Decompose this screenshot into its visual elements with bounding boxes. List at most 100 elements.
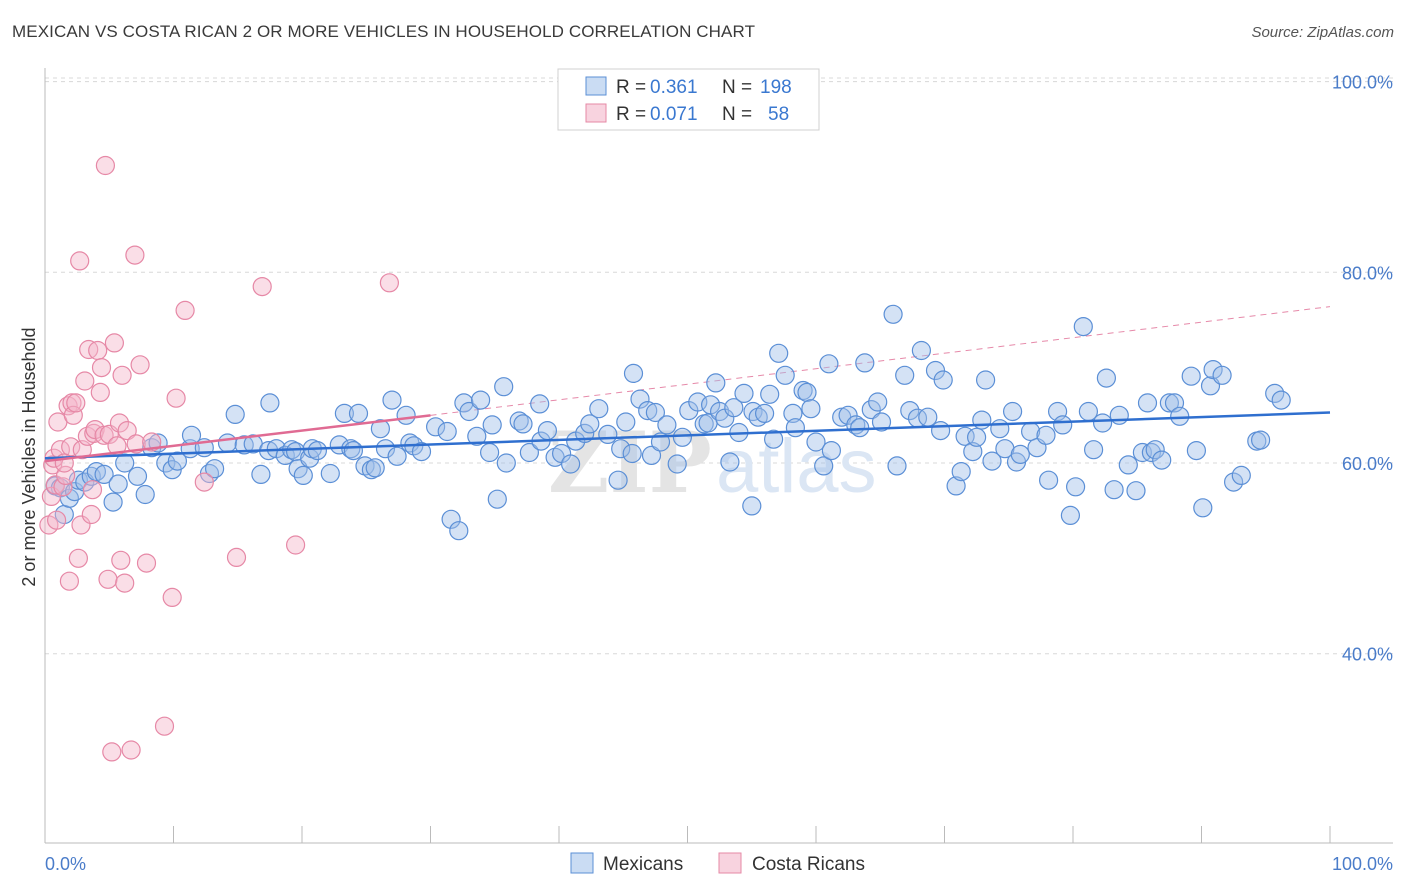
point-costa-ricans xyxy=(109,413,130,433)
point-costa-ricans xyxy=(46,510,67,530)
point-mexicans xyxy=(426,417,446,437)
legend-r-value-costa-ricans: 0.071 xyxy=(650,104,698,125)
point-mexicans xyxy=(329,435,349,455)
point-mexicans xyxy=(783,403,803,423)
legend-n-label-mexicans: N = xyxy=(722,77,752,98)
point-mexicans xyxy=(580,414,600,434)
point-mexicans xyxy=(975,370,996,390)
bottom-legend-label-mexicans: Mexicans xyxy=(603,854,683,875)
point-mexicans xyxy=(724,398,744,418)
point-costa-ricans xyxy=(286,535,306,555)
point-mexicans xyxy=(1271,390,1291,410)
point-costa-ricans xyxy=(70,251,90,271)
point-mexicans xyxy=(900,401,920,421)
point-mexicans xyxy=(918,407,938,427)
point-mexicans xyxy=(1002,401,1023,422)
point-mexicans xyxy=(411,442,432,462)
point-mexicans xyxy=(645,402,666,423)
point-mexicans xyxy=(1212,365,1232,385)
point-mexicans xyxy=(861,400,881,420)
costa-ricans-points xyxy=(39,155,399,762)
point-costa-ricans xyxy=(81,504,101,525)
point-mexicans xyxy=(1137,393,1158,413)
point-mexicans xyxy=(375,439,396,459)
point-mexicans xyxy=(775,365,795,385)
point-mexicans xyxy=(251,464,271,484)
point-mexicans xyxy=(734,383,754,403)
point-mexicans xyxy=(1053,415,1073,435)
point-costa-ricans xyxy=(104,333,125,353)
point-mexicans xyxy=(814,456,834,476)
point-mexicans xyxy=(641,445,662,465)
point-mexicans xyxy=(972,410,992,430)
point-mexicans xyxy=(1065,477,1086,497)
point-mexicans xyxy=(611,439,631,459)
point-mexicans xyxy=(480,442,500,463)
point-mexicans xyxy=(1145,440,1165,460)
point-costa-ricans xyxy=(61,437,81,457)
legend-r-value-mexicans: 0.361 xyxy=(650,77,698,98)
x-tick-label: 0.0% xyxy=(45,854,86,874)
bottom-legend-swatch-mexicans xyxy=(570,852,594,874)
point-mexicans xyxy=(382,390,402,410)
point-mexicans xyxy=(1170,406,1190,426)
point-costa-ricans xyxy=(166,388,186,408)
bottom-legend-label-costa-ricans: Costa Ricans xyxy=(752,854,865,875)
point-mexicans xyxy=(963,442,983,462)
point-costa-ricans xyxy=(91,358,112,378)
point-costa-ricans xyxy=(125,245,145,265)
y-axis-label: 2 or more Vehicles in Household xyxy=(19,327,39,586)
point-mexicans xyxy=(742,496,762,516)
point-mexicans xyxy=(801,399,821,419)
point-mexicans xyxy=(560,454,581,474)
point-mexicans xyxy=(946,476,966,496)
point-mexicans xyxy=(1223,472,1244,492)
point-costa-ricans xyxy=(142,432,162,452)
point-mexicans xyxy=(616,412,636,432)
point-mexicans xyxy=(225,404,245,424)
point-mexicans xyxy=(657,415,677,435)
point-mexicans xyxy=(1010,444,1030,464)
point-mexicans xyxy=(895,365,915,385)
point-mexicans xyxy=(167,451,187,471)
point-mexicans xyxy=(387,446,407,466)
point-costa-ricans xyxy=(111,550,131,570)
watermark-atlas: atlas xyxy=(716,424,877,509)
point-mexicans xyxy=(537,421,558,441)
stats-legend: R = 0.361 N = 198 R = 0.071 N = 58 xyxy=(557,68,820,131)
point-mexicans xyxy=(449,521,469,541)
y-tick-label: 40.0% xyxy=(1342,645,1393,665)
point-mexicans xyxy=(622,443,642,464)
point-mexicans xyxy=(930,421,951,441)
point-mexicans xyxy=(623,363,644,383)
point-costa-ricans xyxy=(162,587,182,608)
point-costa-ricans xyxy=(226,547,247,568)
chart-title: MEXICAN VS COSTA RICAN 2 OR MORE VEHICLE… xyxy=(12,22,756,41)
legend-swatch-mexicans xyxy=(585,76,607,96)
point-mexicans xyxy=(365,458,385,478)
point-mexicans xyxy=(887,456,907,476)
point-mexicans xyxy=(487,489,507,509)
point-costa-ricans xyxy=(102,742,122,762)
point-mexicans xyxy=(307,441,327,461)
point-mexicans xyxy=(260,393,280,413)
source-credit: Source: ZipAtlas.com xyxy=(1251,24,1394,41)
point-mexicans xyxy=(868,392,888,412)
point-mexicans xyxy=(370,419,390,439)
point-mexicans xyxy=(763,429,784,449)
point-costa-ricans xyxy=(88,340,108,361)
point-mexicans xyxy=(966,427,987,447)
point-costa-ricans xyxy=(94,425,114,445)
point-mexicans xyxy=(754,403,775,423)
point-mexicans xyxy=(1073,317,1093,337)
point-mexicans xyxy=(1193,498,1213,518)
point-mexicans xyxy=(990,419,1010,439)
point-mexicans xyxy=(720,452,740,472)
point-costa-ricans xyxy=(130,355,150,375)
point-costa-ricans xyxy=(95,155,116,176)
point-mexicans xyxy=(706,373,726,393)
point-costa-ricans xyxy=(112,365,132,385)
point-mexicans xyxy=(638,401,658,421)
point-mexicans xyxy=(127,466,148,486)
